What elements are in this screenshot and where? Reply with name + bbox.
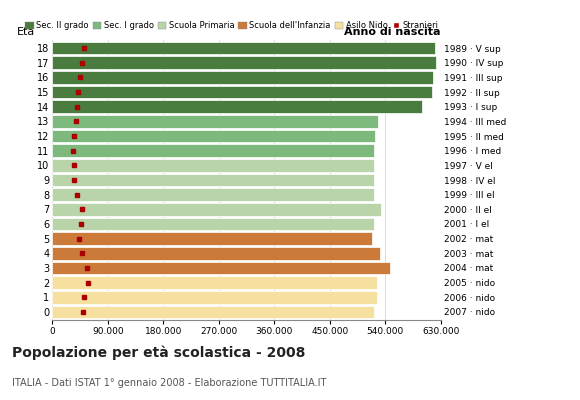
Text: Anno di nascita: Anno di nascita: [345, 27, 441, 37]
Bar: [52, 159, 374, 172]
Bar: [52, 56, 436, 69]
Bar: [52, 306, 374, 318]
Bar: [52, 71, 433, 84]
Bar: [52, 86, 432, 98]
Text: Età: Età: [17, 27, 35, 37]
Text: ITALIA - Dati ISTAT 1° gennaio 2008 - Elaborazione TUTTITALIA.IT: ITALIA - Dati ISTAT 1° gennaio 2008 - El…: [12, 378, 326, 388]
Bar: [52, 291, 377, 304]
Bar: [52, 174, 374, 186]
Bar: [52, 130, 375, 142]
Bar: [52, 203, 381, 216]
Bar: [52, 262, 390, 274]
Bar: [52, 188, 374, 201]
Bar: [52, 100, 422, 113]
Legend: Sec. II grado, Sec. I grado, Scuola Primaria, Scuola dell'Infanzia, Asilo Nido, : Sec. II grado, Sec. I grado, Scuola Prim…: [26, 21, 438, 30]
Bar: [52, 218, 374, 230]
Bar: [52, 42, 434, 54]
Bar: [52, 247, 380, 260]
Text: Popolazione per età scolastica - 2008: Popolazione per età scolastica - 2008: [12, 346, 305, 360]
Bar: [52, 144, 374, 157]
Bar: [52, 276, 377, 289]
Bar: [52, 115, 378, 128]
Bar: [52, 232, 372, 245]
